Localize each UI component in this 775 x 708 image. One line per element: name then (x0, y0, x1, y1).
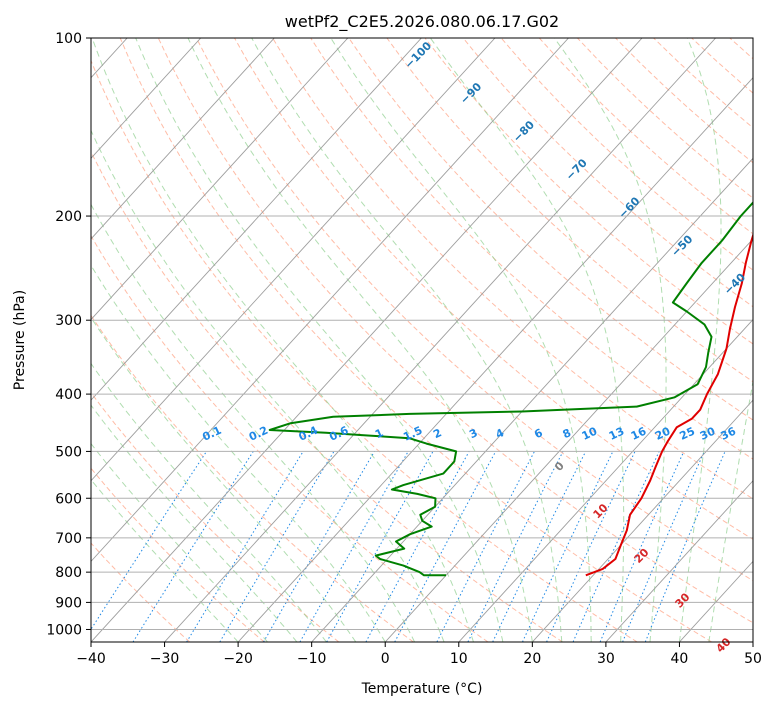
isotherm-line (91, 38, 202, 159)
isotherm-line (164, 38, 716, 642)
dry-adiabat (272, 38, 753, 500)
moist-adiabat (330, 38, 592, 642)
dry-adiabat (386, 38, 753, 383)
dry-adiabat (424, 38, 753, 345)
mixing-ratio-label: 25 (678, 425, 697, 443)
isotherm-line (91, 38, 275, 240)
isotherm-line (91, 38, 643, 642)
x-tick-label: 50 (744, 651, 762, 667)
moist-adiabat (429, 38, 625, 642)
mixing-ratio-line (467, 451, 564, 642)
mixing-ratio-line (91, 451, 207, 631)
moist-adiabat (91, 404, 298, 642)
temperature-line (585, 232, 753, 577)
y-axis-label: Pressure (hPa) (12, 290, 28, 390)
x-tick-label: 0 (381, 651, 390, 667)
dry-adiabat (91, 467, 265, 642)
grid (91, 38, 753, 642)
moist-adiabat (135, 38, 504, 642)
moist-adiabat (678, 38, 722, 642)
isotherm-line (532, 399, 753, 642)
dry-adiabat (310, 38, 753, 460)
y-tick-label: 400 (55, 387, 82, 403)
background-lines (91, 38, 753, 642)
moist-adiabat (251, 38, 563, 642)
mixing-ratio-label: 16 (629, 424, 649, 442)
mixing-ratio-line (132, 451, 254, 642)
mixing-ratio-line (326, 451, 434, 642)
isotherm-line (311, 157, 753, 642)
y-tick-label: 1000 (46, 622, 82, 638)
moist-adiabat (91, 316, 357, 642)
dry-adiabat (91, 59, 638, 642)
moist-adiabat (91, 129, 445, 642)
moist-adiabat (553, 38, 667, 642)
y-tick-label: 700 (55, 531, 82, 547)
moist-adiabat (708, 378, 753, 642)
y-tick-label: 800 (55, 565, 82, 581)
isotherm-line (91, 38, 349, 321)
mixing-ratio-line (622, 451, 705, 642)
y-tick-label: 300 (55, 313, 82, 329)
dry-adiabat (195, 38, 753, 582)
x-tick-label: 10 (450, 651, 468, 667)
y-tick-label: 500 (55, 444, 82, 460)
moist-adiabat (91, 362, 327, 642)
isotherm-line (91, 38, 422, 401)
moist-adiabat (91, 264, 386, 642)
isotherm-line (384, 238, 753, 642)
x-tick-label: −20 (223, 651, 253, 667)
mixing-ratio-line (436, 451, 535, 642)
chart-title: wetPf2_C2E5.2026.080.06.17.G02 (285, 12, 559, 32)
x-tick-label: 40 (671, 651, 689, 667)
x-axis-label: Temperature (°C) (361, 681, 483, 697)
x-tick-label: −40 (76, 651, 106, 667)
mixing-ratio-label: 36 (719, 424, 739, 442)
dry-adiabat (157, 38, 753, 624)
mixing-ratio-line (572, 451, 660, 642)
mixing-ratio-line (599, 451, 685, 642)
isotherm-line (458, 318, 753, 642)
mixing-ratio-label: 10 (580, 424, 600, 442)
dry-adiabat (119, 38, 713, 642)
y-tick-label: 600 (55, 491, 82, 507)
dry-adiabat (91, 314, 414, 642)
isotherm-line (91, 38, 496, 482)
x-tick-label: 30 (597, 651, 615, 667)
mixing-ratio-line (365, 451, 470, 642)
moist-adiabat (187, 38, 533, 642)
mixing-ratio-label: 30 (698, 424, 718, 442)
isotherm-line (237, 77, 753, 642)
plot-frame (90, 37, 754, 643)
isotherm-line (605, 480, 753, 642)
mixing-ratio-line (299, 451, 409, 642)
dry-adiabat (91, 150, 563, 642)
x-tick-label: −10 (297, 651, 327, 667)
mixing-ratio-line (186, 451, 304, 642)
x-tick-label: 20 (523, 651, 541, 667)
mixing-ratio-label: 20 (653, 424, 673, 442)
x-tick-label: −30 (150, 651, 180, 667)
mixing-ratio-label: 13 (607, 425, 626, 443)
axis-ticks: −40 −30 −20 −10 0 10 20 30 40 50 1000 900 800 700 600 5… (46, 31, 762, 667)
y-tick-label: 900 (55, 595, 82, 611)
y-tick-label: 200 (55, 209, 82, 225)
isotherm-line (91, 38, 569, 563)
y-tick-label: 100 (55, 31, 82, 47)
